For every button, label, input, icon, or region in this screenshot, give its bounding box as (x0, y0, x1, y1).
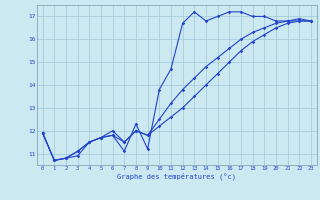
X-axis label: Graphe des températures (°c): Graphe des températures (°c) (117, 173, 236, 180)
